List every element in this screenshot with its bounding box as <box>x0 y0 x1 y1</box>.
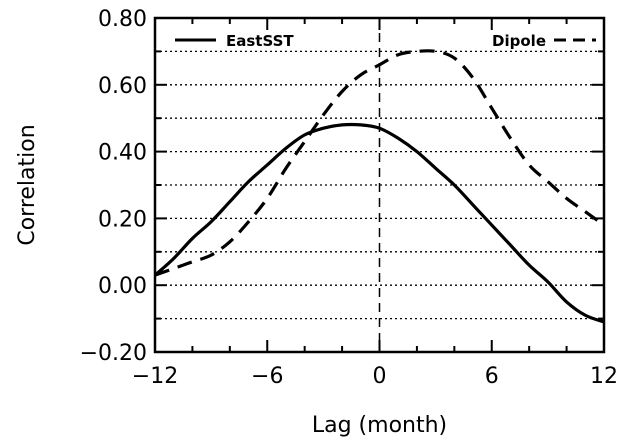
x-tick-label: −6 <box>251 364 283 389</box>
y-tick-label: 0.40 <box>98 141 147 166</box>
legend-label-dipole: Dipole <box>492 32 546 50</box>
x-tick-label: 12 <box>590 364 618 389</box>
legend: EastSST Dipole <box>175 32 596 50</box>
series-line-eastsst <box>153 122 605 324</box>
y-tick-label: 0.60 <box>98 74 147 99</box>
series-line-dipole <box>154 49 605 277</box>
y-tick-label: 0.00 <box>98 274 147 299</box>
x-tick-label: −12 <box>132 364 178 389</box>
y-tick-label: 0.80 <box>98 7 147 32</box>
series-lines <box>153 49 605 324</box>
x-tick-label: 0 <box>373 364 387 389</box>
x-tick-label: 6 <box>485 364 499 389</box>
legend-label-eastsst: EastSST <box>226 32 294 50</box>
y-tick-label: 0.20 <box>98 207 147 232</box>
x-axis-label: Lag (month) <box>312 413 447 438</box>
gridlines <box>155 18 604 352</box>
y-tick-label: −0.20 <box>80 341 147 366</box>
axis-ticks: −0.20 0.00 0.20 0.40 0.60 0.80 −12 −6 0 6 12 <box>80 7 618 389</box>
y-axis-label: Correlation <box>15 124 40 245</box>
